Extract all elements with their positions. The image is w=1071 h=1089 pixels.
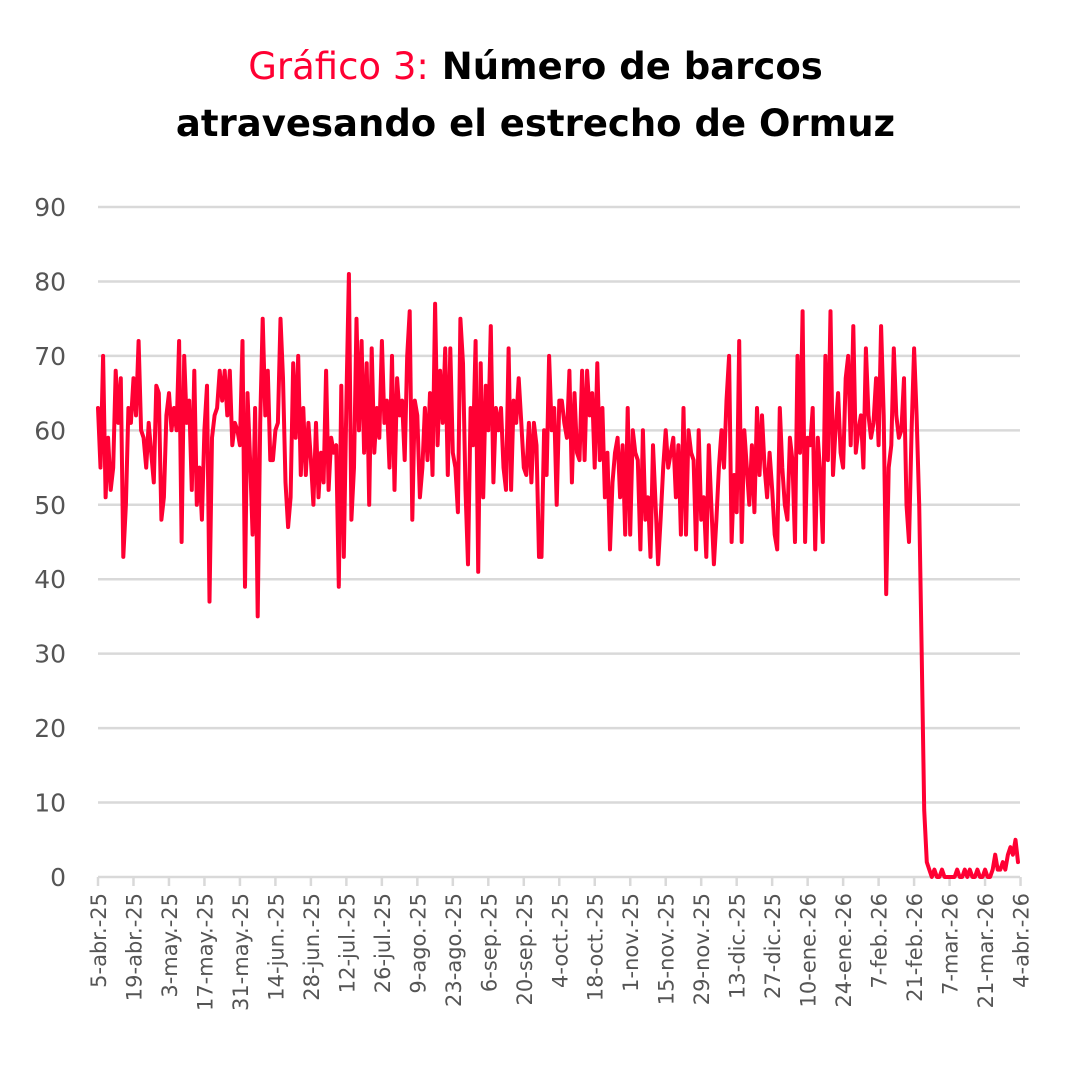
y-tick-label: 60 <box>34 416 66 445</box>
chart-title-prefix: Gráfico 3: <box>248 45 429 88</box>
chart-title-line1: Número de barcos <box>441 45 823 88</box>
series-layer <box>96 272 1020 879</box>
x-tick-label: 21-mar.-26 <box>974 893 998 1008</box>
x-tick-label: 20-sep.-25 <box>513 893 537 1005</box>
x-axis: 5-abr.-25 19-abr.-25 3-may.-25 17-may.-25 31… <box>87 875 1034 1011</box>
x-tick-label: 28-jun.-25 <box>300 893 324 1001</box>
x-tick-label: 1-nov.-25 <box>619 893 643 992</box>
x-tick-label: 17-may.-25 <box>193 893 217 1011</box>
y-tick-label: 70 <box>34 342 66 371</box>
x-tick-label: 23-ago.-25 <box>442 893 466 1007</box>
x-tick-label: 12-jul.-25 <box>335 893 359 993</box>
x-tick-label: 5-abr.-25 <box>87 893 111 988</box>
x-tick-label: 7-feb.-26 <box>868 893 892 989</box>
y-tick-label: 0 <box>50 863 66 892</box>
y-tick-label: 40 <box>34 565 66 594</box>
chart-title: Gráfico 3: Número de barcos atravesando … <box>0 38 1071 152</box>
y-axis-labels: 0 10 20 30 40 50 60 70 80 90 <box>34 193 66 892</box>
x-tick-label: 27-dic.-25 <box>761 893 785 999</box>
x-tick-label: 21-feb.-26 <box>903 893 927 1002</box>
x-tick-label: 4-abr.-26 <box>1010 893 1034 988</box>
series-line <box>96 272 1020 879</box>
x-tick-label: 3-may.-25 <box>158 893 182 998</box>
grid-lines <box>98 205 1020 804</box>
y-tick-label: 20 <box>34 714 66 743</box>
x-tick-label: 4-oct.-25 <box>548 893 572 988</box>
x-tick-label: 31-may.-25 <box>229 893 253 1011</box>
y-tick-label: 30 <box>34 640 66 669</box>
x-tick-label: 29-nov.-25 <box>690 893 714 1005</box>
x-tick-label: 15-nov.-25 <box>655 893 679 1005</box>
y-tick-label: 50 <box>34 491 66 520</box>
x-tick-label: 6-sep.-25 <box>477 893 501 992</box>
x-tick-label: 7-mar.-26 <box>939 893 963 995</box>
x-tick-label: 14-jun.-25 <box>264 893 288 1001</box>
y-tick-label: 10 <box>34 789 66 818</box>
x-tick-label: 13-dic.-25 <box>726 893 750 999</box>
x-tick-label: 19-abr.-25 <box>122 893 146 1001</box>
y-tick-label: 90 <box>34 193 66 222</box>
x-tick-label: 10-ene.-26 <box>797 893 821 1007</box>
y-tick-label: 80 <box>34 267 66 296</box>
x-tick-label: 26-jul.-25 <box>371 893 395 993</box>
x-tick-label: 9-ago.-25 <box>406 893 430 994</box>
chart-title-line2: atravesando el estrecho de Ormuz <box>175 102 896 145</box>
x-tick-label: 18-oct.-25 <box>584 893 608 1001</box>
x-tick-label: 24-ene.-26 <box>832 893 856 1007</box>
